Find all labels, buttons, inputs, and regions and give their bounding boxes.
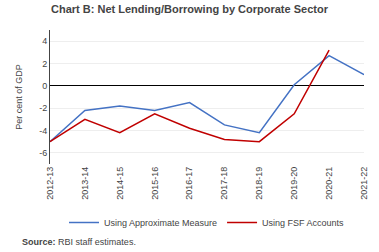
svg-text:Using FSF Accounts: Using FSF Accounts — [262, 218, 344, 228]
svg-text:2020-21: 2020-21 — [324, 167, 334, 200]
svg-text:2014-15: 2014-15 — [115, 167, 125, 200]
svg-text:Per cent of GDP: Per cent of GDP — [14, 64, 24, 130]
svg-text:2018-19: 2018-19 — [254, 167, 264, 200]
svg-text:2017-18: 2017-18 — [219, 167, 229, 200]
svg-text:-4: -4 — [39, 126, 47, 136]
svg-text:2019-20: 2019-20 — [289, 167, 299, 200]
svg-text:2015-16: 2015-16 — [150, 167, 160, 200]
svg-text:Chart B: Net Lending/Borrowing: Chart B: Net Lending/Borrowing by Corpor… — [51, 3, 329, 15]
svg-text:2016-17: 2016-17 — [184, 167, 194, 200]
svg-text:Using Approximate Measure: Using Approximate Measure — [104, 218, 217, 228]
svg-text:4: 4 — [42, 36, 47, 46]
svg-text:2012-13: 2012-13 — [45, 167, 55, 200]
svg-text:-6: -6 — [39, 148, 47, 158]
svg-text:2021-22: 2021-22 — [359, 167, 369, 200]
svg-text:2013-14: 2013-14 — [80, 167, 90, 200]
svg-text:-2: -2 — [39, 103, 47, 113]
svg-text:2: 2 — [42, 59, 47, 69]
svg-text:0: 0 — [42, 81, 47, 91]
svg-text:Source: RBI staff estimates.: Source: RBI staff estimates. — [22, 237, 136, 247]
